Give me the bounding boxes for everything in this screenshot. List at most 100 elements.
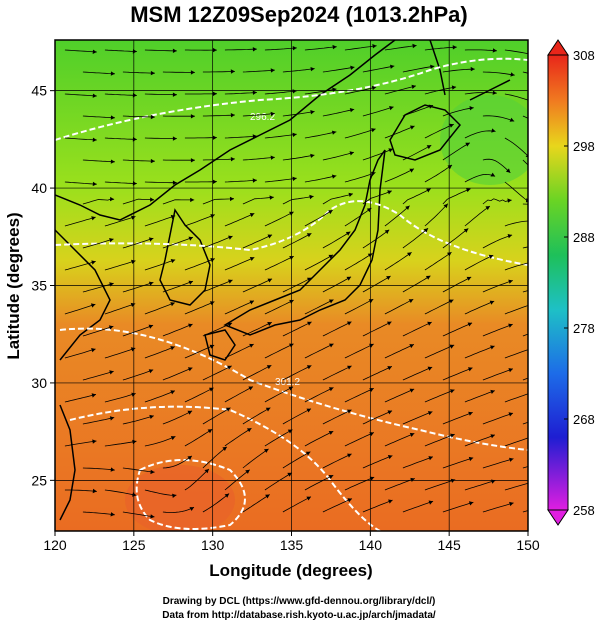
streamline-arrowhead <box>531 346 535 350</box>
streamline <box>122 282 154 293</box>
streamline-arrowhead <box>270 155 275 160</box>
streamline-arrowhead <box>148 369 154 374</box>
streamline-arrowhead <box>463 228 469 233</box>
streamline-arrowhead <box>490 434 495 439</box>
streamline-arrowhead <box>306 408 311 413</box>
streamline-arrowhead <box>110 159 115 164</box>
streamline <box>464 345 495 359</box>
streamline-arrowhead <box>131 259 136 264</box>
streamline <box>82 325 114 337</box>
streamline <box>82 159 115 163</box>
streamline-arrowhead <box>388 499 393 504</box>
streamline <box>362 148 394 161</box>
streamline-arrowhead <box>507 234 513 239</box>
streamline-arrowhead <box>347 409 352 414</box>
streamline <box>304 299 334 315</box>
streamline <box>282 154 315 161</box>
streamline <box>402 144 432 161</box>
streamline-arrowhead <box>510 72 515 77</box>
streamline <box>162 280 194 293</box>
streamline-arrowhead <box>172 493 177 498</box>
streamline-arrowhead <box>531 302 536 306</box>
streamline-arrowhead <box>212 47 217 53</box>
streamline <box>424 479 456 491</box>
streamline-arrowhead <box>292 132 297 137</box>
streamline-arrowhead <box>427 321 432 326</box>
streamline <box>362 366 393 381</box>
streamline <box>144 137 177 139</box>
streamline <box>384 205 410 227</box>
streamline <box>362 275 391 293</box>
streamline <box>202 158 235 161</box>
streamline <box>464 434 496 447</box>
streamline-arrowhead <box>212 179 217 184</box>
streamline <box>202 365 232 381</box>
streamline-arrowhead <box>249 213 255 218</box>
y-axis: 25 30 35 40 45 <box>31 83 55 488</box>
contour-label-1: 296.2 <box>250 112 275 123</box>
streamline-arrowhead <box>109 370 114 375</box>
streamline <box>104 137 137 140</box>
hokkaido-coast <box>389 104 462 161</box>
streamline-arrowhead <box>329 343 334 348</box>
streamline-arrowhead <box>369 476 375 481</box>
streamline-arrowhead <box>409 432 415 437</box>
streamline-arrowhead <box>228 235 233 240</box>
streamline <box>242 234 273 249</box>
colorbar-body <box>547 54 569 511</box>
streamline-arrowhead <box>189 507 194 511</box>
streamline <box>424 433 455 447</box>
streamline <box>362 190 392 205</box>
colorbar-bottom-arrow <box>547 509 569 526</box>
streamline-arrowhead <box>188 236 193 241</box>
streamline <box>162 323 193 337</box>
streamline <box>144 93 177 96</box>
streamline <box>424 251 452 271</box>
streamline-arrowhead <box>108 325 114 330</box>
streamline <box>264 299 294 315</box>
streamline-arrowhead <box>531 99 536 103</box>
streamline <box>344 45 377 51</box>
china-east-coast <box>55 229 111 361</box>
streamline <box>304 254 334 271</box>
streamline <box>464 49 497 52</box>
streamline-arrowhead <box>531 435 535 439</box>
streamline <box>64 261 96 271</box>
streamline-arrowhead <box>252 47 257 52</box>
streamline-arrowhead <box>466 276 472 281</box>
streamline <box>64 440 97 447</box>
streamline-arrowhead <box>91 260 96 265</box>
streamline <box>504 220 528 227</box>
streamline <box>264 211 294 227</box>
streamline-arrowhead <box>405 205 410 210</box>
streamline <box>242 196 274 205</box>
streamline <box>304 131 337 139</box>
streamline <box>104 181 137 184</box>
streamline <box>384 433 415 447</box>
streamline <box>402 105 434 117</box>
streamline <box>162 199 195 205</box>
streamline <box>442 68 475 73</box>
streamline <box>224 469 250 491</box>
streamline-arrowhead <box>368 299 374 304</box>
streamline-arrowhead <box>372 44 377 49</box>
streamline <box>202 407 231 425</box>
streamline <box>482 71 515 76</box>
streamline <box>322 66 355 73</box>
streamline <box>264 255 294 271</box>
streamline-arrowhead <box>331 174 337 179</box>
streamline <box>162 455 193 469</box>
streamline-arrowhead <box>345 231 351 236</box>
streamline <box>82 467 115 471</box>
streamline-arrowhead <box>110 71 115 76</box>
streamline-arrowhead <box>508 412 513 417</box>
streamline-arrowhead <box>269 195 274 200</box>
streamline-arrowhead <box>370 171 376 176</box>
streamline-arrowhead <box>249 343 254 348</box>
streamline <box>64 49 97 53</box>
streamline-arrowhead <box>371 85 377 91</box>
streamline <box>504 349 528 359</box>
streamline-arrowhead <box>388 148 393 153</box>
streamline-arrowhead <box>150 197 155 202</box>
